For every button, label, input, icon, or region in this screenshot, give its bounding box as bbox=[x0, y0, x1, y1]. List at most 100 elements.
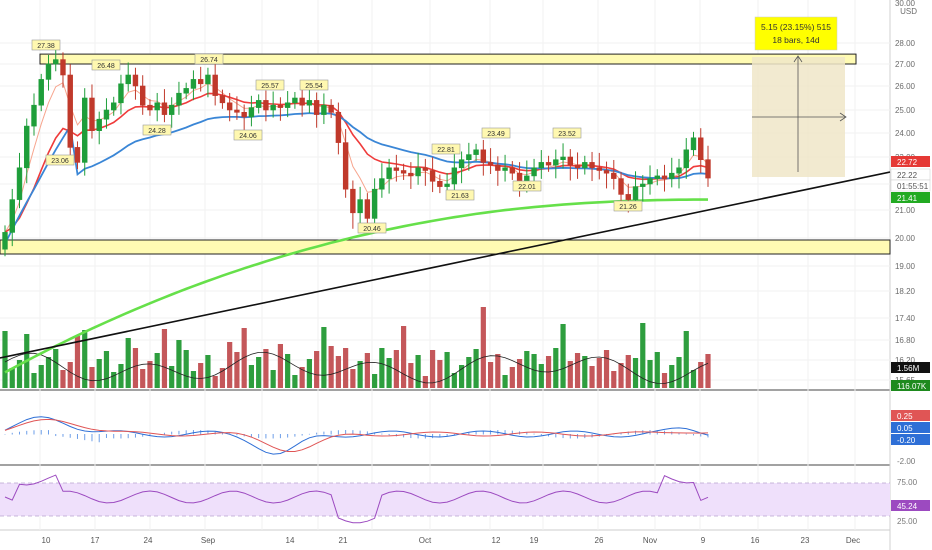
price-callout-label: 24.06 bbox=[239, 133, 257, 140]
price-callout-label: 24.28 bbox=[148, 128, 166, 135]
price-axis[interactable]: 30.0028.0027.0026.0025.0024.0023.0022.00… bbox=[890, 0, 931, 526]
macd-histogram-bar bbox=[526, 432, 528, 435]
price-callout-box bbox=[233, 129, 263, 141]
macd-tag-label: 0.05 bbox=[897, 424, 913, 433]
volume-bar bbox=[357, 361, 363, 388]
candle-body bbox=[212, 74, 218, 96]
price-callout-box bbox=[431, 143, 461, 155]
candle-body bbox=[560, 156, 566, 161]
rsi-tag-label: 75.00 bbox=[897, 478, 918, 487]
macd-histogram-bar bbox=[352, 430, 354, 435]
volume-bar bbox=[241, 328, 247, 388]
macd-histogram-bar bbox=[700, 434, 702, 437]
date-label: 26 bbox=[595, 536, 604, 545]
candle-body bbox=[96, 118, 102, 131]
volume-bar bbox=[31, 373, 37, 388]
macd-histogram-bar bbox=[236, 434, 238, 436]
zones bbox=[0, 53, 891, 255]
date-label: Dec bbox=[846, 536, 860, 545]
price-callout-box bbox=[357, 222, 387, 234]
volume-bar bbox=[125, 338, 131, 388]
macd-histogram-bar bbox=[410, 434, 412, 439]
rsi-line bbox=[4, 474, 709, 524]
trendline[interactable] bbox=[0, 171, 891, 359]
rsi-tag-label: 25.00 bbox=[897, 517, 918, 526]
volume-bar bbox=[676, 357, 682, 388]
volume-bar bbox=[611, 371, 617, 388]
price-callout-box bbox=[91, 59, 121, 71]
candle-body bbox=[168, 104, 175, 115]
candle-body bbox=[299, 97, 305, 106]
volume-bar bbox=[422, 376, 428, 388]
macd-histogram-bar bbox=[294, 434, 296, 437]
volume-bar bbox=[248, 365, 255, 388]
candle-body bbox=[292, 97, 298, 104]
date-label: Nov bbox=[643, 536, 657, 545]
volume-bar bbox=[364, 353, 370, 388]
candle-body bbox=[705, 159, 711, 179]
macd-histogram-bar bbox=[55, 434, 57, 437]
candle-body bbox=[219, 95, 226, 104]
candle-body bbox=[371, 188, 378, 219]
candle-body bbox=[487, 162, 494, 166]
macd-histogram-bar bbox=[221, 432, 223, 435]
volume-bar bbox=[299, 367, 305, 388]
date-label: 9 bbox=[701, 536, 706, 545]
time-axis[interactable]: 10 17 24 Sep 14 21 Oct 12 19 26 Nov 9 16 23 Dec bbox=[42, 536, 861, 545]
volume-bar bbox=[437, 360, 443, 388]
price-callout-box bbox=[194, 53, 224, 65]
volume-bar bbox=[647, 360, 653, 388]
volume-bar bbox=[350, 369, 356, 388]
candle-body bbox=[567, 156, 573, 166]
macd-histogram-bar bbox=[540, 434, 542, 436]
candle-body bbox=[531, 167, 537, 177]
date-label: 16 bbox=[751, 536, 760, 545]
rsi-pane bbox=[0, 474, 890, 524]
volume-bar bbox=[205, 355, 211, 388]
volume-bar bbox=[227, 342, 233, 388]
measure-tool[interactable]: 5.15 (23.15%) 515 18 bars, 14d bbox=[752, 16, 847, 177]
candle-body bbox=[473, 149, 479, 155]
volume-bar bbox=[589, 366, 595, 388]
candle-body bbox=[444, 183, 450, 187]
candle-body bbox=[140, 85, 146, 106]
price-tag-vol bbox=[891, 380, 930, 391]
macd-tag-label: -2.00 bbox=[897, 457, 916, 466]
volume-bar bbox=[176, 340, 182, 388]
macd-histogram-bar bbox=[62, 434, 64, 437]
volume-bar bbox=[654, 352, 660, 388]
candle-body bbox=[422, 167, 429, 171]
candle-body bbox=[553, 159, 559, 166]
volume-bar bbox=[487, 362, 494, 388]
candle-body bbox=[625, 194, 631, 200]
volume-bar bbox=[169, 366, 175, 388]
volume-bar bbox=[560, 324, 566, 388]
candle-body bbox=[38, 79, 44, 106]
macd-histogram-bar bbox=[635, 430, 637, 435]
macd-histogram-bar bbox=[178, 430, 180, 435]
macd-histogram-bar bbox=[693, 434, 695, 436]
volume-bar bbox=[198, 363, 204, 388]
macd-histogram-bar bbox=[33, 430, 35, 435]
macd-tag-label: -0.20 bbox=[897, 436, 916, 445]
candle-body bbox=[226, 102, 233, 111]
macd-histogram-bar bbox=[287, 434, 289, 438]
volume-bar bbox=[466, 357, 472, 388]
macd-histogram-bar bbox=[11, 432, 13, 435]
macd-histogram-bar bbox=[142, 434, 144, 437]
macd-histogram-bar bbox=[84, 434, 86, 441]
price-callout-box bbox=[142, 124, 172, 136]
price-callout-box bbox=[45, 154, 75, 166]
macd-histogram-bar bbox=[265, 434, 267, 439]
volume-bar bbox=[212, 376, 218, 388]
candle-body bbox=[313, 100, 320, 115]
macd-histogram-bar bbox=[475, 431, 477, 435]
candle-body bbox=[408, 172, 414, 177]
macd-histogram-bar bbox=[562, 434, 564, 439]
date-label: 17 bbox=[91, 536, 100, 545]
volume-bar bbox=[161, 329, 168, 388]
macd-histogram-bar bbox=[279, 434, 281, 439]
price-callout-box bbox=[445, 189, 475, 201]
trend-line bbox=[0, 171, 891, 359]
